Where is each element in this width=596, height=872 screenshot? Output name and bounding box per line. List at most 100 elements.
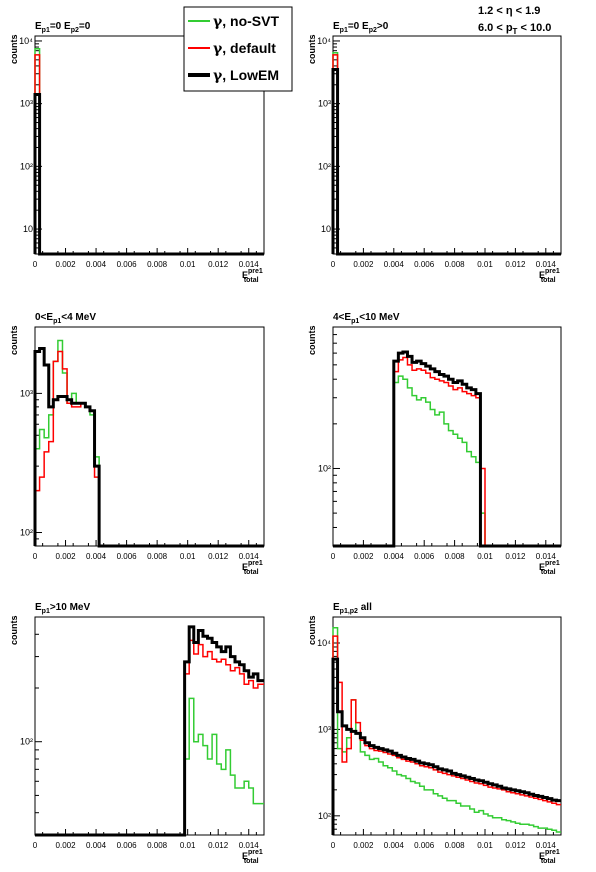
y-tick-label: 10³ — [20, 99, 33, 109]
series-lowem — [33, 92, 264, 256]
series-default — [34, 350, 264, 547]
histogram-panel-6: Ep1,p2 all counts 0 0.002 0.004 0.006 0.008 0.0… — [307, 602, 562, 865]
series-lowem — [333, 350, 561, 548]
x-tick-label: 0.008 — [445, 841, 466, 850]
x-tick-label: 0.006 — [117, 552, 138, 561]
y-tick-label: 10² — [318, 811, 331, 821]
x-tick-label: 0.01 — [477, 552, 493, 561]
x-tick-label: 0 — [33, 841, 38, 850]
series-lowem — [33, 347, 264, 548]
x-tick-label: 0.012 — [208, 260, 229, 269]
x-tick-label: 0.008 — [147, 552, 168, 561]
panel-title: 0<Ep1<4 MeV — [35, 312, 96, 325]
series-no-svt — [333, 375, 561, 547]
plot-frame — [332, 326, 562, 547]
x-axis-label: Epre1 total — [539, 849, 560, 865]
x-tick-label: 0 — [33, 552, 38, 561]
series-no-svt — [332, 627, 561, 835]
x-axis-label: Epre1 total — [242, 849, 263, 865]
y-tick-label: 10² — [318, 463, 331, 473]
legend: γ, no-SVT γ, default γ, LowEM — [183, 6, 293, 92]
histogram-panel-1: Ep1=0 Ep2=0 counts 0 0.002 0.004 0.006 0.008 0.… — [9, 21, 265, 284]
y-axis-label: counts — [307, 615, 317, 645]
y-tick-label: 10⁴ — [19, 36, 33, 46]
x-tick-label: 0.008 — [445, 552, 466, 561]
legend-label-lowem: γ, LowEM — [213, 67, 279, 84]
legend-entry-default: γ, default — [188, 40, 276, 57]
eta-cut-label: 1.2 < η < 1.9 — [478, 5, 540, 17]
x-tick-label: 0.002 — [353, 841, 374, 850]
y-tick-label: 10² — [20, 161, 33, 171]
legend-label-no-svt: γ, no-SVT — [213, 13, 279, 30]
x-tick-label: 0.002 — [353, 552, 374, 561]
x-tick-label: 0 — [331, 552, 336, 561]
legend-entry-no-svt: γ, no-SVT — [188, 13, 279, 30]
x-tick-label: 0.008 — [147, 841, 168, 850]
x-axis-label: Epre1 total — [539, 560, 560, 576]
panel-title: Ep1=0 Ep2=0 — [35, 21, 91, 34]
x-axis-label: Epre1 total — [242, 268, 263, 284]
x-tick-label: 0.01 — [477, 841, 493, 850]
x-tick-label: 0.008 — [147, 260, 168, 269]
y-tick-label: 10² — [20, 737, 33, 747]
x-tick-label: 0.014 — [536, 552, 557, 561]
y-tick-label: 10⁴ — [317, 36, 331, 46]
x-tick-label: 0.006 — [117, 841, 138, 850]
panel-title: 4<Ep1<10 MeV — [333, 312, 400, 325]
y-axis-label: counts — [307, 34, 317, 64]
y-axis-label: counts — [9, 325, 19, 355]
series-no-svt — [34, 339, 264, 547]
y-axis-label: counts — [9, 615, 19, 645]
y-tick-label: 10³ — [318, 724, 331, 734]
x-axis-label: Epre1 total — [539, 268, 560, 284]
x-tick-label: 0.006 — [414, 260, 435, 269]
plot-frame — [332, 35, 562, 255]
x-tick-label: 0.006 — [414, 841, 435, 850]
x-tick-label: 0.014 — [239, 552, 260, 561]
x-tick-label: 0.01 — [180, 841, 196, 850]
y-tick-label: 10² — [318, 161, 331, 171]
y-tick-label: 10² — [20, 528, 33, 538]
x-tick-label: 0.012 — [208, 841, 229, 850]
x-tick-label: 0.004 — [86, 841, 107, 850]
x-tick-label: 0.012 — [505, 552, 526, 561]
series-default — [332, 635, 561, 835]
x-tick-label: 0.006 — [117, 260, 138, 269]
histogram-panel-5: Ep1>10 MeV counts 0 0.002 0.004 0.006 0.008 0.0… — [9, 602, 265, 865]
y-axis-label: counts — [307, 325, 317, 355]
x-tick-label: 0.012 — [208, 552, 229, 561]
x-tick-label: 0.004 — [384, 260, 405, 269]
x-tick-label: 0.002 — [56, 260, 77, 269]
x-tick-label: 0.01 — [180, 552, 196, 561]
y-axis-label: counts — [9, 34, 19, 64]
x-tick-label: 0.004 — [86, 260, 107, 269]
series-lowem — [331, 657, 561, 835]
plot-panels: Ep1=0 Ep2=0 counts 0 0.002 0.004 0.006 0.008 0.… — [9, 21, 562, 865]
x-tick-label: 0.01 — [477, 260, 493, 269]
x-tick-label: 0.014 — [239, 841, 260, 850]
series-lowem — [35, 625, 264, 837]
series-no-svt — [35, 697, 264, 836]
x-tick-label: 0.004 — [86, 552, 107, 561]
x-axis-label: Epre1 total — [242, 560, 263, 576]
x-tick-label: 0 — [33, 260, 38, 269]
histogram-panel-4: 4<Ep1<10 MeV counts 0 0.002 0.004 0.006 0.008 0… — [307, 312, 562, 576]
x-tick-label: 0.006 — [414, 552, 435, 561]
panel-title: Ep1,p2 all — [333, 602, 372, 615]
x-tick-label: 0.002 — [56, 552, 77, 561]
legend-label-default: γ, default — [213, 40, 276, 57]
plot-frame — [34, 326, 265, 547]
panel-title: Ep1=0 Ep2>0 — [333, 21, 389, 34]
y-tick-label: 10³ — [20, 388, 33, 398]
x-tick-label: 0 — [331, 260, 336, 269]
legend-entry-lowem: γ, LowEM — [188, 67, 279, 84]
series-lowem — [331, 68, 561, 256]
x-tick-label: 0 — [331, 841, 336, 850]
x-tick-label: 0.014 — [239, 260, 260, 269]
series-default — [332, 54, 561, 255]
series-default — [35, 639, 264, 836]
x-tick-label: 0.01 — [180, 260, 196, 269]
x-tick-label: 0.012 — [505, 260, 526, 269]
pt-cut-label: 6.0 < pT < 10.0 — [478, 22, 551, 36]
